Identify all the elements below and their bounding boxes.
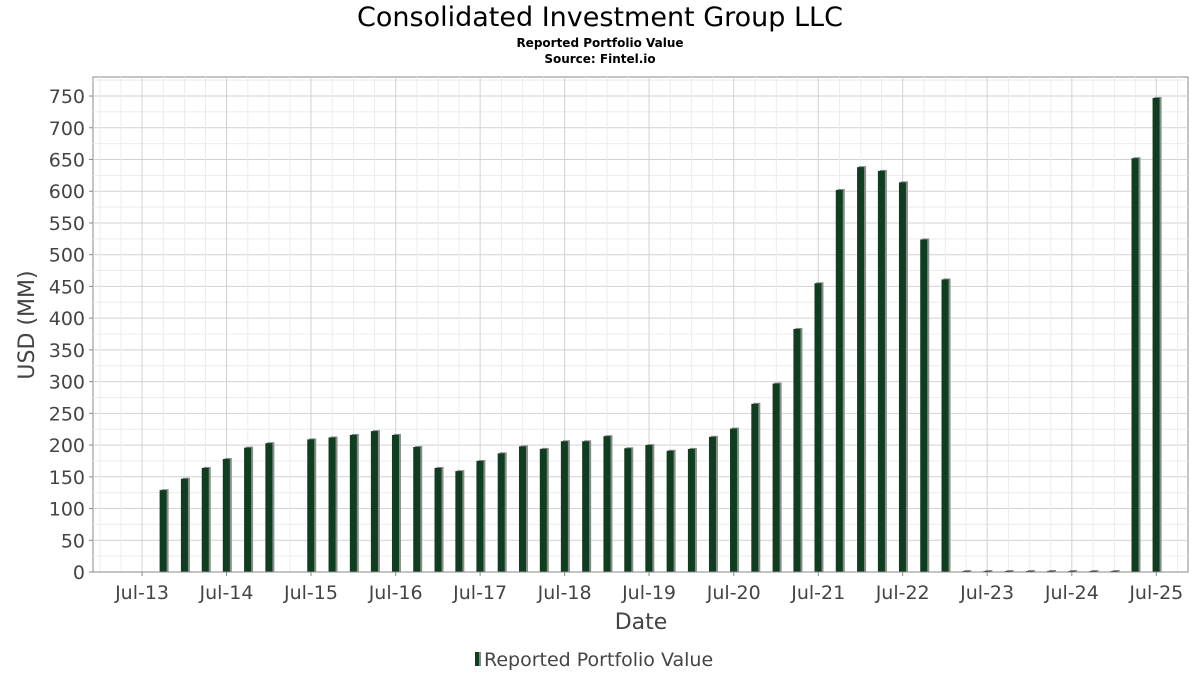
x-axis-title: Date xyxy=(615,610,668,635)
bar xyxy=(497,453,505,572)
bar xyxy=(349,434,357,572)
bar xyxy=(877,170,885,572)
y-tick-label: 400 xyxy=(49,308,85,330)
chart-subtitle: Reported Portfolio Value xyxy=(516,36,684,50)
x-tick-label: Jul-20 xyxy=(706,582,761,604)
bar xyxy=(391,434,399,572)
legend-swatch xyxy=(475,652,479,666)
bar xyxy=(201,467,209,572)
chart-source: Source: Fintel.io xyxy=(544,52,656,66)
bar xyxy=(730,428,738,572)
bar xyxy=(645,445,653,572)
x-tick-label: Jul-18 xyxy=(537,582,592,604)
bar xyxy=(328,437,336,572)
bar xyxy=(603,436,611,572)
bar xyxy=(582,441,590,572)
y-tick-label: 600 xyxy=(49,181,85,203)
bar xyxy=(941,279,949,572)
bar xyxy=(307,439,315,572)
bar xyxy=(265,443,273,572)
bar xyxy=(687,448,695,572)
bar xyxy=(793,328,801,572)
bar xyxy=(476,460,484,572)
chart-title: Consolidated Investment Group LLC xyxy=(357,2,843,33)
y-tick-label: 50 xyxy=(61,530,85,552)
x-tick-label: Jul-13 xyxy=(114,582,169,604)
legend-swatch-shadow xyxy=(479,652,481,666)
x-tick-label: Jul-22 xyxy=(875,582,930,604)
bar xyxy=(1152,97,1160,572)
bar xyxy=(180,478,188,572)
y-tick-label: 100 xyxy=(49,499,85,521)
x-tick-label: Jul-25 xyxy=(1128,582,1183,604)
bar xyxy=(434,467,442,572)
y-tick-label: 150 xyxy=(49,467,85,489)
x-tick-label: Jul-19 xyxy=(621,582,676,604)
x-tick-label: Jul-24 xyxy=(1044,582,1099,604)
bar xyxy=(560,441,568,572)
bar xyxy=(708,436,716,572)
y-tick-label: 650 xyxy=(49,150,85,172)
bar xyxy=(898,182,906,572)
bar xyxy=(920,239,928,572)
bar xyxy=(455,471,463,572)
y-tick-label: 350 xyxy=(49,340,85,362)
bar xyxy=(772,383,780,572)
x-tick-label: Jul-14 xyxy=(199,582,254,604)
y-tick-label: 250 xyxy=(49,403,85,425)
legend-label: Reported Portfolio Value xyxy=(484,649,713,671)
bar xyxy=(413,446,421,572)
y-tick-label: 200 xyxy=(49,435,85,457)
bar xyxy=(518,446,526,572)
y-tick-label: 500 xyxy=(49,245,85,267)
bar xyxy=(624,448,632,572)
bar xyxy=(1131,158,1139,572)
bar xyxy=(835,189,843,572)
y-tick-label: 550 xyxy=(49,213,85,235)
bar xyxy=(666,450,674,572)
x-tick-label: Jul-21 xyxy=(790,582,845,604)
bar xyxy=(751,403,759,572)
plot-frame xyxy=(92,76,1189,573)
x-tick-label: Jul-23 xyxy=(959,582,1014,604)
y-tick-label: 0 xyxy=(73,562,85,584)
y-tick-label: 450 xyxy=(49,276,85,298)
y-tick-label: 700 xyxy=(49,118,85,140)
x-tick-label: Jul-17 xyxy=(452,582,507,604)
x-tick-label: Jul-16 xyxy=(368,582,423,604)
y-tick-label: 750 xyxy=(49,86,85,108)
bar xyxy=(814,283,822,572)
x-tick-label: Jul-15 xyxy=(283,582,338,604)
bar xyxy=(159,490,167,572)
bar xyxy=(539,448,547,572)
y-tick-label: 300 xyxy=(49,372,85,394)
bar xyxy=(244,447,252,572)
bar xyxy=(222,459,230,572)
bar xyxy=(857,167,865,572)
bar xyxy=(370,431,378,572)
y-axis-title: USD (MM) xyxy=(15,270,40,379)
